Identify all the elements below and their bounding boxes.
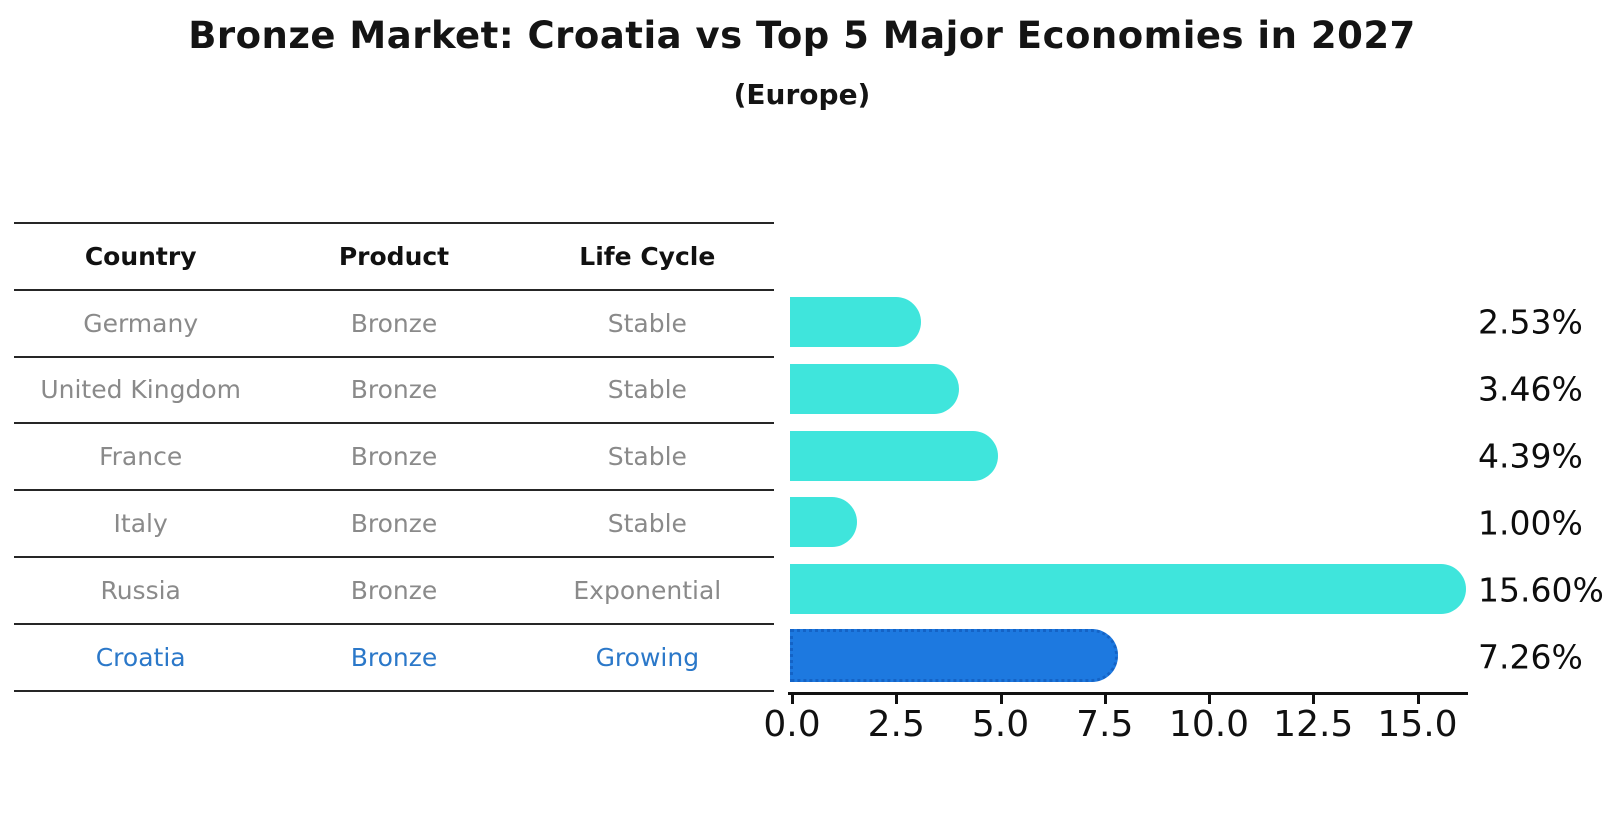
- cell-country: Russia: [100, 575, 181, 605]
- bar-croatia-highlighted: [790, 629, 1118, 683]
- cell-life-cycle: Stable: [607, 375, 687, 405]
- bar-france: [790, 430, 999, 481]
- bar-row-italy: 1.00%: [790, 489, 1583, 556]
- column-header-product: Product: [338, 241, 450, 271]
- country-table: Country Product Life Cycle Germany Bronz…: [14, 222, 774, 692]
- cell-country: Croatia: [95, 642, 186, 672]
- chart-title: Bronze Market: Croatia vs Top 5 Major Ec…: [188, 14, 1416, 57]
- cell-product: Bronze: [350, 375, 438, 405]
- cell-product: Bronze: [350, 575, 438, 605]
- bar-row-france: 4.39%: [790, 423, 1583, 490]
- column-header-life-cycle: Life Cycle: [579, 241, 716, 271]
- x-axis-tick: [791, 695, 794, 704]
- x-axis-tick-label: 12.5: [1273, 704, 1354, 745]
- bar-germany: [790, 297, 921, 347]
- table-row-croatia: Croatia Bronze Growing: [14, 622, 774, 690]
- cell-life-cycle: Stable: [607, 308, 687, 338]
- bar-russia: [790, 564, 1466, 615]
- cell-country: France: [99, 442, 183, 472]
- bar-value-label: 3.46%: [1478, 369, 1583, 409]
- cell-country: Germany: [83, 308, 199, 338]
- cell-life-cycle: Exponential: [573, 575, 722, 605]
- bar-value-label: 15.60%: [1478, 570, 1604, 610]
- bar-row-croatia: 7.26%: [790, 623, 1583, 690]
- x-axis: 0.0 2.5 5.0 7.5 10.0 12.5 15.0: [763, 692, 1470, 752]
- bar-row-germany: 2.53%: [790, 289, 1583, 356]
- cell-product: Bronze: [350, 642, 438, 672]
- x-axis-tick-label: 15.0: [1377, 704, 1458, 745]
- table-header-row: Country Product Life Cycle: [14, 222, 774, 289]
- cell-country: Italy: [113, 509, 168, 539]
- bar-plot: 2.53% 3.46% 4.39% 1.00% 15.60% 7.26%: [790, 289, 1604, 690]
- cell-product: Bronze: [350, 308, 438, 338]
- x-axis-tick: [999, 695, 1003, 704]
- cell-life-cycle: Stable: [607, 442, 687, 472]
- chart-subtitle: (Europe): [733, 78, 871, 111]
- cell-product: Bronze: [350, 442, 438, 472]
- x-axis-tick: [1416, 695, 1420, 704]
- bar-italy: [790, 497, 857, 548]
- x-axis-spine: [788, 692, 1468, 695]
- cell-life-cycle: Stable: [607, 509, 687, 539]
- x-axis-tick: [895, 695, 899, 704]
- x-axis-tick: [1312, 695, 1316, 704]
- x-axis-tick: [1208, 695, 1211, 704]
- bar-value-label: 2.53%: [1478, 302, 1583, 342]
- x-axis-tick-label: 10.0: [1168, 704, 1250, 745]
- bar-value-label: 1.00%: [1478, 503, 1583, 543]
- cell-life-cycle: Growing: [595, 642, 700, 672]
- x-axis-tick-label: 2.5: [867, 704, 925, 745]
- table-row-france: France Bronze Stable: [14, 422, 774, 489]
- x-axis-tick-label: 0.0: [763, 704, 821, 745]
- bar-united-kingdom: [790, 363, 960, 414]
- table-row-united-kingdom: United Kingdom Bronze Stable: [14, 355, 774, 423]
- cell-product: Bronze: [350, 509, 438, 539]
- x-axis-tick: [1103, 695, 1107, 704]
- x-axis-tick-label: 7.5: [1076, 704, 1134, 745]
- column-header-country: Country: [84, 241, 197, 271]
- table-row-russia: Russia Bronze Exponential: [14, 555, 774, 623]
- table-row-italy: Italy Bronze Stable: [14, 489, 774, 556]
- table-row-germany: Germany Bronze Stable: [14, 288, 774, 356]
- x-axis-tick-label: 5.0: [971, 704, 1030, 745]
- bar-value-label: 7.26%: [1478, 637, 1583, 677]
- bar-value-label: 4.39%: [1478, 436, 1583, 476]
- cell-country: United Kingdom: [40, 375, 241, 405]
- bar-row-russia: 15.60%: [790, 556, 1604, 623]
- bar-row-united-kingdom: 3.46%: [790, 356, 1583, 423]
